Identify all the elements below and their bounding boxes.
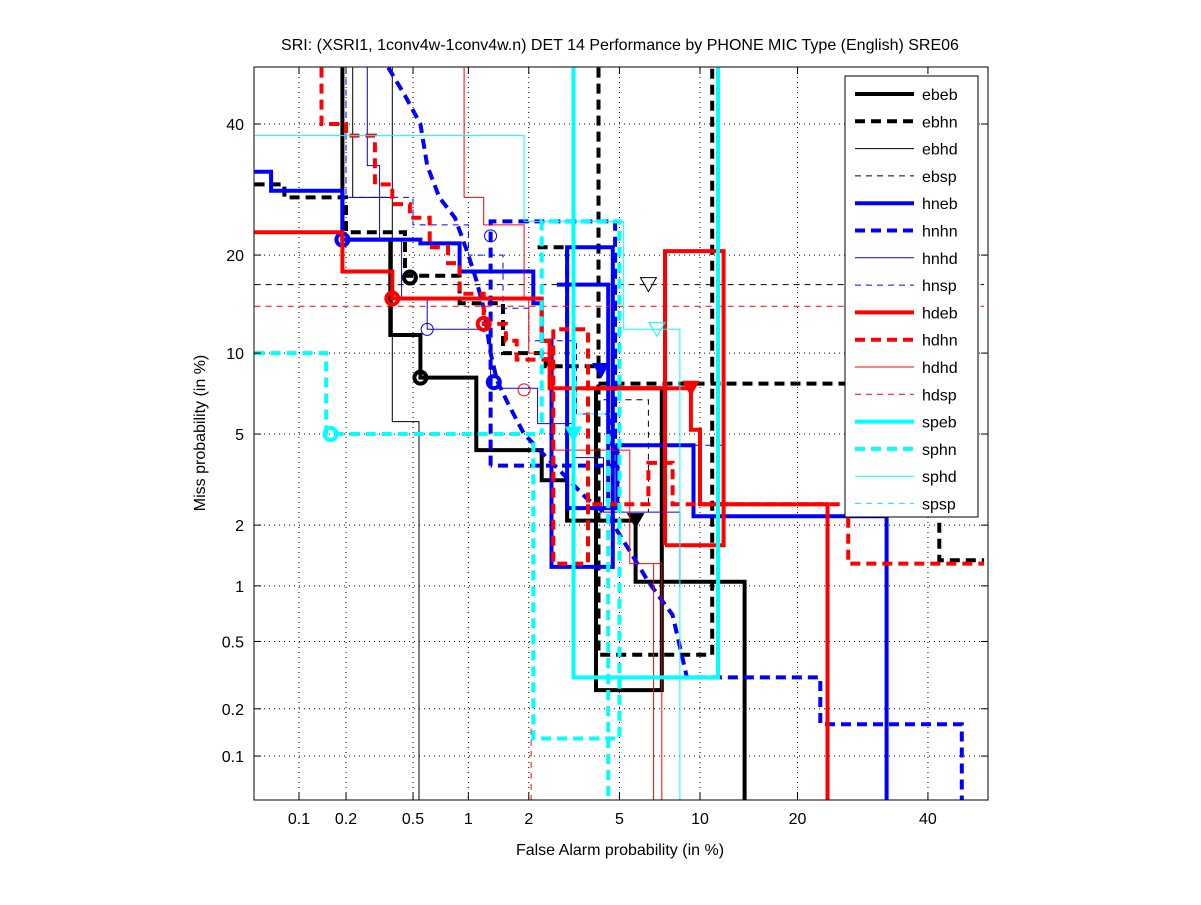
legend-label-hdeb: hdeb bbox=[922, 305, 958, 322]
marker-sphn bbox=[322, 426, 339, 443]
marker-hdeb bbox=[682, 380, 700, 397]
series-line-ebhn bbox=[254, 67, 715, 657]
y-tick-label: 2 bbox=[235, 518, 244, 535]
x-tick-label: 5 bbox=[615, 811, 624, 828]
series-line-hnsp bbox=[345, 67, 725, 513]
marker-speb bbox=[564, 426, 583, 443]
y-tick-label: 10 bbox=[226, 346, 244, 363]
plot-frame bbox=[253, 66, 989, 801]
y-tick-label: 5 bbox=[235, 427, 244, 444]
legend-box bbox=[844, 75, 979, 518]
legend-label-hdhd: hdhd bbox=[922, 360, 958, 377]
series-line-hnhd bbox=[366, 67, 681, 586]
series-line-sphd bbox=[254, 135, 681, 800]
x-tick-label: 2 bbox=[524, 811, 533, 828]
series-line-ebhd bbox=[391, 67, 420, 800]
series-hnhd bbox=[366, 67, 681, 586]
legend-label-ebhn: ebhn bbox=[922, 114, 958, 131]
series-line-speb bbox=[571, 67, 720, 680]
legend-label-ebsp: ebsp bbox=[922, 169, 957, 186]
x-tick-label: 20 bbox=[789, 811, 807, 828]
series-line-hdhn bbox=[319, 67, 985, 566]
legend-label-spsp: spsp bbox=[922, 497, 956, 514]
legend-label-hdhn: hdhn bbox=[922, 333, 958, 350]
legend-label-hnsp: hnsp bbox=[922, 278, 957, 295]
x-tick-label: 0.2 bbox=[335, 811, 357, 828]
series-hdhd bbox=[463, 67, 663, 800]
legend-label-sphn: sphn bbox=[922, 442, 957, 459]
marker-ebhn bbox=[401, 269, 418, 286]
y-tick-label: 0.5 bbox=[222, 634, 244, 651]
x-axis-label: False Alarm probability (in %) bbox=[516, 842, 724, 859]
legend-label-hnhn: hnhn bbox=[922, 224, 958, 241]
series-line-hdeb bbox=[254, 230, 830, 800]
series-hdeb bbox=[254, 230, 830, 800]
marker-hnsp bbox=[484, 229, 498, 243]
y-axis-label: Miss probability (in %) bbox=[192, 355, 209, 511]
marker-hneb bbox=[592, 362, 610, 379]
ticks: 0.1 0.2 0.5 1 2 5 10 20 40 0.1 0.2 0.5 1 2 5 10 20 40 bbox=[222, 67, 988, 828]
series-group bbox=[254, 67, 985, 800]
series-spsp bbox=[576, 380, 611, 415]
x-tick-label: 1 bbox=[464, 811, 473, 828]
series-line-hdhn bbox=[551, 359, 590, 566]
marker-ebeb bbox=[412, 369, 429, 386]
marker-hdhd bbox=[517, 383, 531, 397]
legend-label-speb: speb bbox=[922, 415, 957, 432]
y-tick-label: 0.1 bbox=[222, 749, 244, 766]
series-hdhn bbox=[319, 67, 985, 566]
y-tick-label: 20 bbox=[226, 248, 244, 265]
series-line-hdeb bbox=[663, 249, 726, 548]
marker-hdeb bbox=[384, 290, 401, 307]
y-tick-label: 0.2 bbox=[222, 702, 244, 719]
series-line-spsp bbox=[576, 380, 611, 415]
legend-label-hneb: hneb bbox=[922, 196, 958, 213]
series-hnsp bbox=[345, 67, 725, 513]
x-tick-label: 0.1 bbox=[288, 811, 310, 828]
x-tick-label: 10 bbox=[691, 811, 709, 828]
legend-label-sphd: sphd bbox=[922, 469, 957, 486]
legend-label-ebeb: ebeb bbox=[922, 87, 958, 104]
legend-label-hdsp: hdsp bbox=[922, 387, 957, 404]
legend-label-ebhd: ebhd bbox=[922, 142, 958, 159]
series-line-ebhn bbox=[537, 245, 570, 367]
y-tick-label: 40 bbox=[226, 117, 244, 134]
marker-ebsp bbox=[639, 277, 658, 293]
marker-hnhd bbox=[420, 322, 434, 336]
legend-label-hnhd: hnhd bbox=[922, 251, 958, 268]
marker-hdhn bbox=[475, 315, 492, 332]
marker-sphd bbox=[648, 321, 666, 338]
series-ebhn bbox=[254, 67, 985, 657]
chart-title: SRI: (XSRI1, 1conv4w-1conv4w.n) DET 14 P… bbox=[281, 37, 959, 54]
series-line-hdhd bbox=[463, 67, 663, 800]
x-tick-label: 0.5 bbox=[402, 811, 424, 828]
series-speb bbox=[564, 67, 720, 680]
y-tick-label: 1 bbox=[235, 579, 244, 596]
series-sphd bbox=[254, 135, 681, 800]
marker-ebeb bbox=[626, 513, 645, 529]
legend: ebeb ebhn ebhd ebsp hneb hnhn hnhd hnsp hdeb hdhn… bbox=[844, 75, 979, 518]
x-tick-label: 40 bbox=[919, 811, 937, 828]
